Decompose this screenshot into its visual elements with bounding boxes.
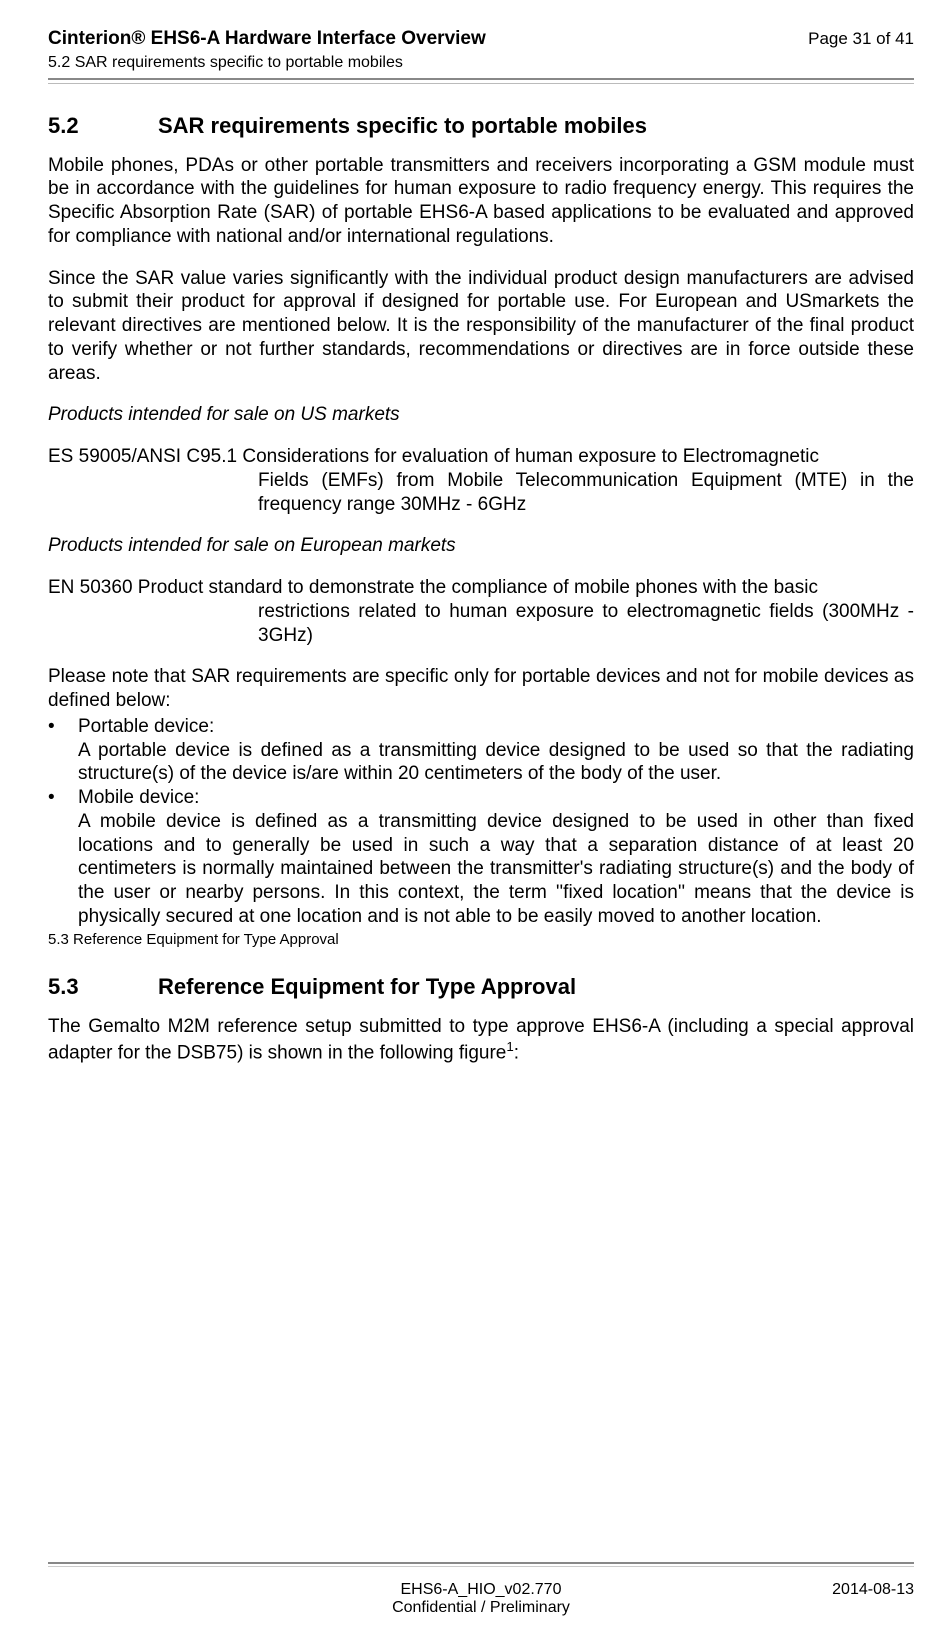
para-text-post: : — [514, 1042, 519, 1063]
eu-standard-line: EN 50360 Product standard to demonstrate… — [48, 576, 914, 600]
us-standard-line: ES 59005/ANSI C95.1 Considerations for e… — [48, 445, 914, 469]
header-subtitle: 5.2 SAR requirements specific to portabl… — [48, 54, 914, 72]
section-5-3-number: 5.3 — [48, 973, 158, 1001]
bullet-text: A portable device is defined as a transm… — [78, 739, 914, 787]
section-5-3-para-1: The Gemalto M2M reference setup submitte… — [48, 1015, 914, 1065]
section-5-2-heading: 5.2 SAR requirements specific to portabl… — [48, 112, 914, 140]
header-title: Cinterion® EHS6-A Hardware Interface Ove… — [48, 28, 486, 50]
bullet-icon: • — [48, 715, 78, 786]
section-5-2-number: 5.2 — [48, 112, 158, 140]
us-market-heading: Products intended for sale on US markets — [48, 403, 914, 427]
device-defs-list: • Portable device: A portable device is … — [48, 715, 914, 929]
list-item: • Portable device: A portable device is … — [48, 715, 914, 786]
eu-standard-cont: restrictions related to human exposure t… — [48, 600, 914, 648]
page-number: Page 31 of 41 — [808, 29, 914, 49]
section-5-3-heading: 5.3 Reference Equipment for Type Approva… — [48, 973, 914, 1001]
bullet-label: Mobile device: — [78, 786, 914, 810]
page-footer: EHS6-A_HIO_v02.770 Confidential / Prelim… — [48, 1581, 914, 1617]
eu-market-heading: Products intended for sale on European m… — [48, 534, 914, 558]
sar-note: Please note that SAR requirements are sp… — [48, 665, 914, 713]
bullet-icon: • — [48, 786, 78, 929]
section-5-3-title: Reference Equipment for Type Approval — [158, 973, 576, 1001]
toc-line-5-3: 5.3 Reference Equipment for Type Approva… — [48, 931, 914, 950]
footer-confidential: Confidential / Preliminary — [392, 1599, 570, 1616]
section-5-2-title: SAR requirements specific to portable mo… — [158, 112, 647, 140]
bullet-label: Portable device: — [78, 715, 914, 739]
section-5-2-para-2: Since the SAR value varies significantly… — [48, 267, 914, 386]
footnote-ref: 1 — [506, 1039, 513, 1054]
footer-date: 2014-08-13 — [764, 1581, 914, 1617]
bullet-text: A mobile device is defined as a transmit… — [78, 810, 914, 929]
section-5-2-para-1: Mobile phones, PDAs or other portable tr… — [48, 154, 914, 249]
para-text-pre: The Gemalto M2M reference setup submitte… — [48, 1016, 914, 1063]
list-item: • Mobile device: A mobile device is defi… — [48, 786, 914, 929]
footer-rule — [48, 1562, 914, 1567]
footer-doc-id: EHS6-A_HIO_v02.770 — [401, 1581, 562, 1598]
us-standard-cont: Fields (EMFs) from Mobile Telecommunicat… — [48, 469, 914, 517]
